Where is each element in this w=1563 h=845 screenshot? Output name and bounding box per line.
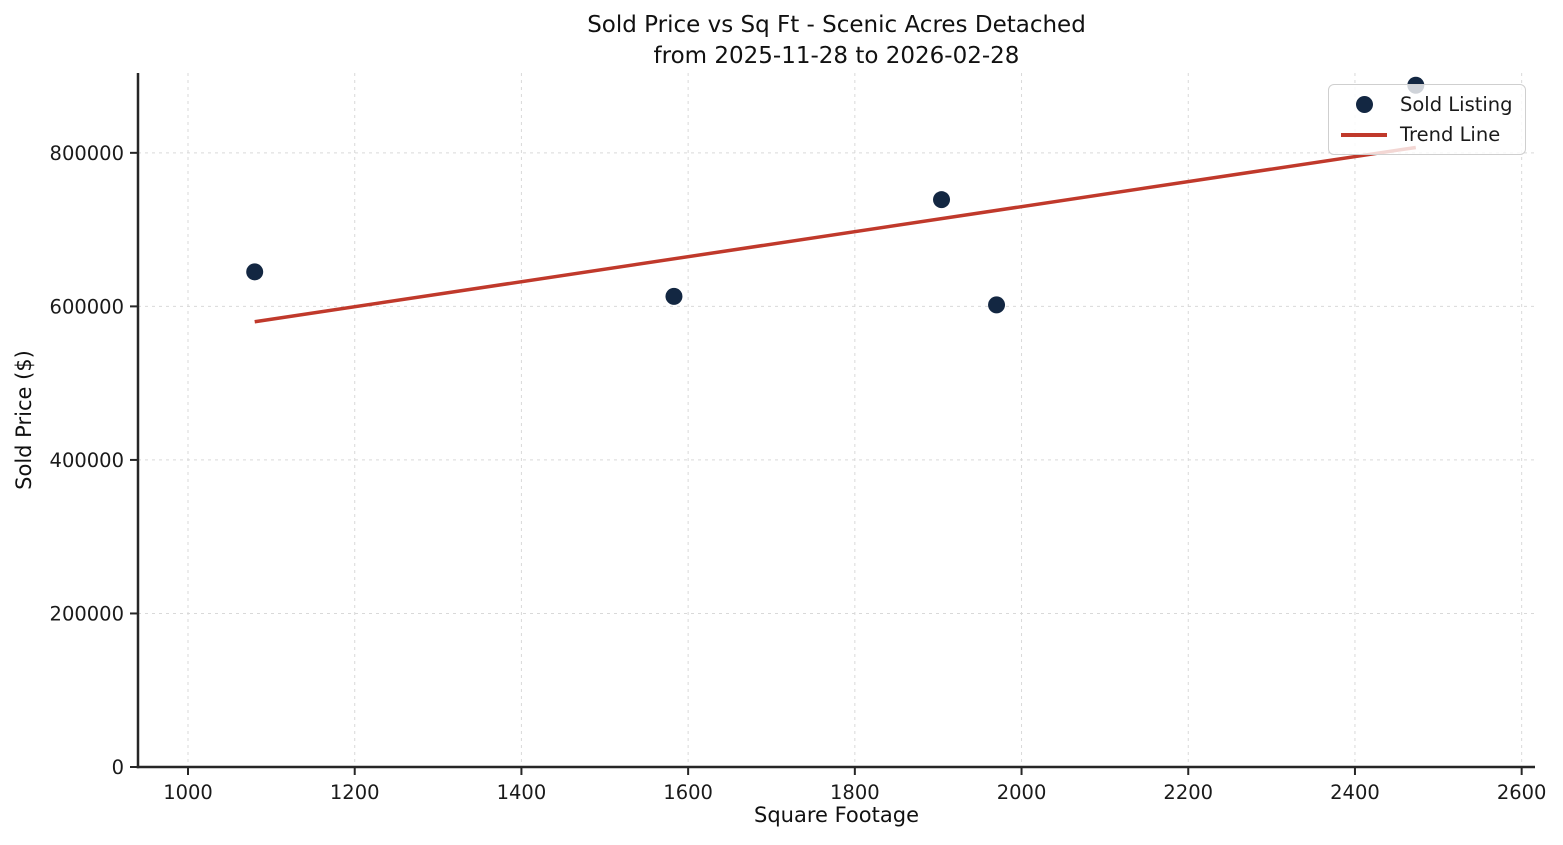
y-tick-label: 0 (112, 756, 124, 779)
legend: Sold Listing Trend Line (1328, 84, 1526, 155)
data-point (246, 263, 264, 281)
legend-handle (1341, 132, 1387, 137)
x-axis-label: Square Footage (754, 803, 919, 827)
trend-line-icon (1341, 132, 1387, 137)
trend-line (254, 145, 1417, 324)
data-point (933, 191, 951, 209)
y-tick-label: 800000 (50, 142, 124, 165)
x-tick-label: 1400 (497, 781, 547, 804)
data-point (665, 287, 683, 305)
y-tick-label: 600000 (50, 295, 124, 318)
legend-handle (1341, 96, 1387, 113)
scatter-marker-icon (1355, 96, 1373, 113)
x-tick-label: 2600 (1497, 781, 1547, 804)
legend-item-sold-listing: Sold Listing (1341, 91, 1513, 118)
x-tick-label: 1000 (163, 781, 213, 804)
y-tick-label: 400000 (50, 449, 124, 472)
x-tick-label: 1800 (830, 781, 880, 804)
chart-title-line1: Sold Price vs Sq Ft - Scenic Acres Detac… (587, 12, 1086, 38)
chart-title-line2: from 2025-11-28 to 2026-02-28 (653, 43, 1020, 69)
data-point (988, 296, 1006, 314)
legend-item-trend-line: Trend Line (1341, 121, 1513, 148)
y-axis-label: Sold Price ($) (12, 350, 36, 490)
legend-label-trend-line: Trend Line (1400, 123, 1501, 146)
chart-title: Sold Price vs Sq Ft - Scenic Acres Detac… (138, 10, 1535, 72)
x-tick-label: 1200 (330, 781, 380, 804)
y-tick-label: 200000 (50, 602, 124, 625)
legend-label-sold-listing: Sold Listing (1400, 93, 1513, 116)
x-tick-label: 1600 (663, 781, 713, 804)
x-tick-label: 2200 (1163, 781, 1213, 804)
x-tick-label: 2000 (997, 781, 1047, 804)
x-tick-label: 2400 (1330, 781, 1380, 804)
